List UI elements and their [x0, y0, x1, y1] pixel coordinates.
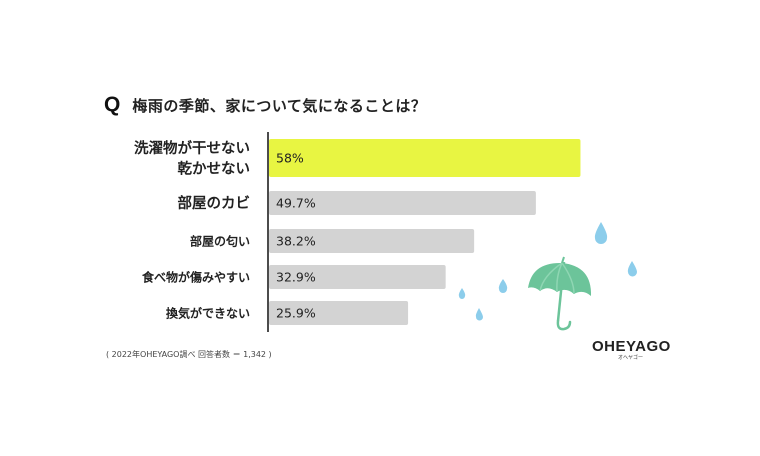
category-label-3: 食べ物が傷みやすい — [141, 269, 250, 284]
value-label-4: 25.9% — [276, 306, 316, 321]
question-mark: Q — [104, 93, 121, 116]
footnote: ( 2022年OHEYAGO調べ 回答者数 ＝ 1,342 ) — [106, 350, 272, 359]
bar-3 — [269, 265, 446, 289]
bar-1 — [269, 191, 536, 215]
value-label-3: 32.9% — [276, 270, 316, 285]
category-label-0: 洗濯物が干せない乾かせない — [134, 139, 250, 178]
question-heading: Q 梅雨の季節、家について気になることは？ — [104, 92, 426, 118]
brand-logo: OHEYAGO オヘヤゴー — [592, 338, 671, 361]
bar-4 — [269, 301, 409, 325]
category-label-4: 換気ができない — [166, 305, 250, 320]
bar-2 — [269, 229, 475, 253]
logo-sub: オヘヤゴー — [618, 355, 644, 361]
category-label-1: 部屋のカビ — [178, 194, 251, 212]
value-label-1: 49.7% — [276, 196, 316, 211]
umbrella-icon — [528, 256, 592, 331]
question-text: 梅雨の季節、家について気になることは？ — [132, 96, 427, 115]
value-label-0: 58% — [276, 151, 304, 166]
bar-0 — [269, 139, 581, 177]
logo-main: OHEYAGO — [592, 338, 671, 355]
category-label-2: 部屋の匂い — [190, 233, 250, 248]
raindrop-icon — [458, 222, 637, 321]
value-label-2: 38.2% — [276, 234, 316, 249]
